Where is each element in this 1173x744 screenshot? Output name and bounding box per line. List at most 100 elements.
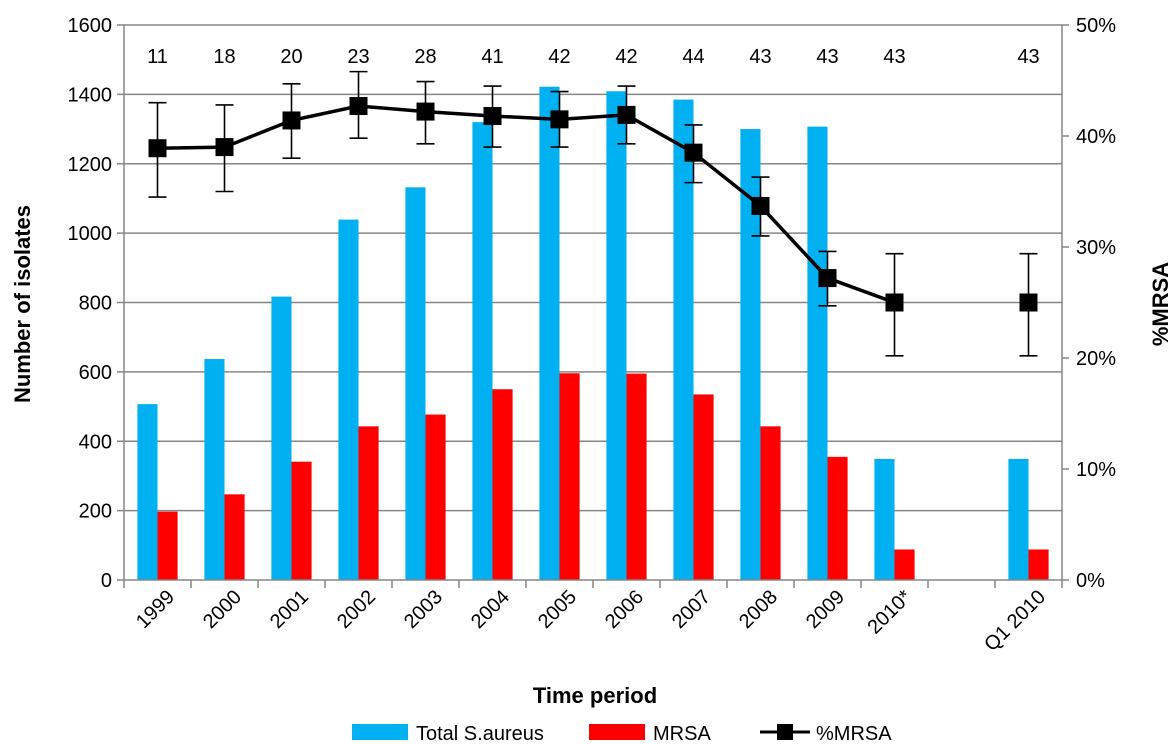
y2-tick-label: 50% — [1076, 15, 1116, 37]
x-tick-label: 1999 — [132, 586, 179, 633]
legend-swatch-mrsa — [589, 724, 645, 740]
pct-mrsa-markers — [148, 97, 1038, 312]
y-tick-label: 0 — [101, 570, 112, 592]
pct-mrsa-point — [483, 107, 502, 126]
pct-mrsa-point — [1019, 293, 1038, 312]
bar-mrsa — [827, 456, 848, 580]
bar-total-saureus — [807, 126, 828, 581]
y-axis-title: Number of isolates — [10, 205, 35, 403]
x-tick-label: 2005 — [534, 586, 581, 633]
x-tick-label: 2009 — [802, 586, 849, 633]
count-label: 28 — [414, 46, 436, 68]
bar-mrsa — [1028, 549, 1049, 580]
x-tick-label: 2007 — [668, 586, 715, 633]
pct-mrsa-point — [282, 111, 301, 130]
y-tick-label: 400 — [79, 431, 112, 453]
gridlines — [124, 24, 1062, 512]
count-label: 43 — [883, 46, 905, 68]
pct-mrsa-point — [617, 105, 636, 124]
y-tick-label: 800 — [79, 293, 112, 315]
bar-total-saureus — [1008, 458, 1029, 580]
count-label: 11 — [147, 46, 168, 68]
count-label: 23 — [347, 46, 369, 68]
pct-mrsa-point — [684, 143, 703, 162]
y-tick-label: 1000 — [68, 223, 113, 245]
y2-tick-label: 40% — [1076, 126, 1116, 148]
pct-mrsa-point — [349, 97, 368, 116]
bar-total-saureus — [204, 359, 225, 580]
y2-tick-label: 20% — [1076, 348, 1116, 370]
count-label: 43 — [816, 46, 838, 68]
x-tick-label: 2004 — [467, 586, 514, 633]
bar-total-saureus — [874, 458, 895, 580]
y2-axis-ticks: 0% 10% 20% 30% 40% 50% — [1062, 15, 1116, 592]
count-label: 43 — [1017, 46, 1039, 68]
legend-marker-pct — [777, 724, 793, 740]
y-tick-label: 200 — [79, 501, 112, 523]
pct-mrsa-point — [416, 102, 435, 121]
bar-total-saureus — [606, 91, 627, 581]
x-tick-label: Q1 2010 — [980, 586, 1050, 656]
legend-label-total: Total S.aureus — [416, 723, 544, 744]
bar-mrsa — [693, 394, 714, 580]
pct-mrsa-line — [157, 104, 896, 305]
x-tick-label: 2010* — [864, 586, 917, 639]
bar-mrsa — [291, 461, 312, 580]
y2-axis-title: %MRSA — [1148, 262, 1173, 346]
bar-total-saureus — [539, 86, 560, 581]
count-label: 41 — [481, 46, 503, 68]
bar-mrsa — [894, 549, 915, 580]
bar-total-saureus — [740, 129, 761, 580]
x-tick-label: 2001 — [266, 586, 313, 633]
bar-total-saureus — [137, 404, 158, 580]
pct-mrsa-series-line — [157, 104, 896, 305]
bar-mrsa — [358, 426, 379, 580]
pct-mrsa-point — [818, 269, 837, 288]
bar-total-saureus — [472, 122, 493, 580]
pct-mrsa-point — [148, 139, 167, 158]
y-tick-label: 600 — [79, 362, 112, 384]
bar-total-saureus — [405, 187, 426, 580]
x-tick-label: 2000 — [199, 586, 246, 633]
bar-mrsa — [626, 373, 647, 580]
count-label: 42 — [548, 46, 570, 68]
x-tick-label: 2006 — [601, 586, 648, 633]
legend-label-pct: %MRSA — [816, 723, 892, 744]
y2-tick-label: 10% — [1076, 459, 1116, 481]
bar-mrsa — [559, 373, 580, 580]
x-axis-title: Time period — [533, 683, 657, 708]
y-axis-ticks: 0 200 400 600 800 1000 1200 1400 1600 — [68, 15, 124, 592]
bar-mrsa — [760, 426, 781, 580]
x-axis-ticks: 1999 2000 2001 2002 2003 2004 2005 2006 2007 2008… — [123, 580, 1063, 656]
legend: Total S.aureus MRSA %MRSA — [352, 723, 892, 744]
bar-total-saureus — [271, 296, 292, 580]
x-tick-label: 2008 — [735, 586, 782, 633]
y2-tick-label: 0% — [1076, 570, 1105, 592]
y-tick-label: 1400 — [68, 84, 113, 106]
pct-mrsa-point — [215, 138, 234, 157]
y-tick-label: 1600 — [68, 15, 113, 37]
count-labels: 11 18 20 23 28 41 42 42 44 43 43 43 43 — [147, 46, 1040, 68]
pct-mrsa-point — [751, 196, 770, 215]
bar-total-saureus — [673, 99, 694, 580]
count-label: 18 — [213, 46, 235, 68]
bar-mrsa — [157, 511, 178, 580]
bar-mrsa — [224, 494, 245, 580]
legend-swatch-total — [352, 724, 408, 740]
y2-tick-label: 30% — [1076, 237, 1116, 259]
count-label: 43 — [749, 46, 771, 68]
pct-mrsa-point — [550, 110, 569, 129]
bar-mrsa — [492, 389, 513, 580]
x-tick-label: 2002 — [333, 586, 380, 633]
legend-label-mrsa: MRSA — [653, 723, 711, 744]
count-label: 42 — [615, 46, 637, 68]
bar-mrsa — [425, 414, 446, 580]
y-tick-label: 1200 — [68, 154, 113, 176]
bar-total-saureus — [338, 219, 359, 581]
bars — [137, 86, 1049, 581]
x-tick-label: 2003 — [400, 586, 447, 633]
count-label: 20 — [280, 46, 302, 68]
count-label: 44 — [682, 46, 704, 68]
pct-mrsa-point — [885, 293, 904, 312]
